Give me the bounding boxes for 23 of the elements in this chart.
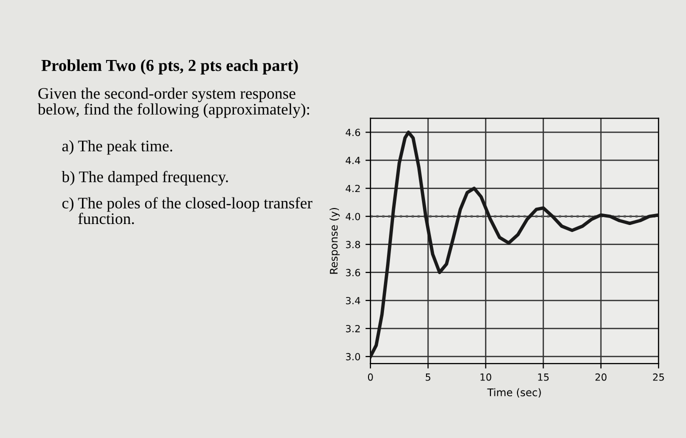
x-tick-label: 0 — [368, 373, 373, 381]
y-tick-label: 4.2 — [346, 184, 360, 192]
text: b) The damped frequency. — [62, 170, 228, 186]
text: c) The poles of the closed-loop transfer function. — [62, 197, 312, 224]
line-series — [370, 130, 659, 358]
x-axis-title: Time (sec) — [487, 388, 541, 398]
x-tick-label: 10 — [480, 373, 492, 381]
y-tick-label: 4.0 — [346, 212, 360, 220]
text: Problem Two (6 pts, 2 pts each part) — [41, 59, 298, 74]
y-tick-label: 3.0 — [346, 353, 360, 360]
y-tick-label: 3.8 — [346, 240, 360, 248]
y-tick-label: 3.2 — [346, 324, 360, 332]
x-tick-label: 25 — [653, 373, 664, 381]
x-tick-label: 15 — [538, 374, 549, 381]
x-tick-label: 5 — [426, 374, 430, 381]
text: Given the second-order system response below, find the following (approximately): — [38, 88, 310, 118]
y-tick-label: 4.4 — [346, 156, 360, 164]
y-tick-label: 4.6 — [346, 128, 360, 136]
y-tick-label: 3.4 — [346, 296, 360, 304]
y-tick-label: 3.6 — [346, 268, 360, 276]
text: a) The peak time. — [62, 140, 172, 155]
y-axis-title: Response (y) — [330, 208, 340, 274]
x-tick-label: 20 — [595, 373, 606, 381]
